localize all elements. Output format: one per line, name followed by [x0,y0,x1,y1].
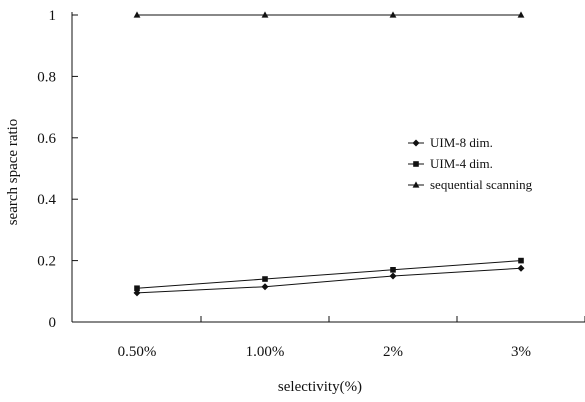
series-3 [133,11,525,18]
data-point [262,276,268,282]
data-point [389,11,397,18]
legend-label: UIM-4 dim. [430,156,493,171]
data-point [134,285,140,292]
y-tick-label: 0.6 [37,131,56,147]
data-point [390,267,396,273]
series-line [136,260,522,289]
x-axis-title: selectivity(%) [278,379,362,395]
data-point [133,289,141,297]
y-tick-label: 0.8 [37,69,56,85]
series-line [136,267,522,294]
y-axis-title: search space ratio [5,119,21,226]
x-tick-label: 1.00% [246,344,285,360]
legend-marker [412,139,420,147]
y-tick-label: 1 [49,8,57,24]
data-point [261,283,269,291]
y-ticks: 0 0.2 0.4 0.6 0.8 1 [37,8,78,331]
legend-label: UIM-8 dim. [430,135,493,150]
legend-label: sequential scanning [430,177,533,192]
x-tick-label: 2% [383,344,403,360]
data-point [389,272,397,280]
series-layer [133,11,525,297]
y-tick-label: 0.4 [37,192,56,208]
series-2 [134,257,524,292]
data-point [261,11,269,18]
x-ticks: 0.50% 1.00% 2% 3% [118,316,585,360]
legend: UIM-8 dim. UIM-4 dim. sequential scanning [408,135,533,192]
x-tick-label: 3% [511,344,531,360]
data-point [133,11,141,18]
series-1 [133,264,525,297]
axes [71,12,585,323]
y-tick-label: 0 [49,315,57,331]
data-point [517,264,525,272]
legend-marker [412,181,420,188]
data-point [517,11,525,18]
x-tick-label: 0.50% [118,344,157,360]
y-tick-label: 0.2 [37,254,56,270]
data-point [518,257,524,264]
legend-marker [413,161,419,167]
